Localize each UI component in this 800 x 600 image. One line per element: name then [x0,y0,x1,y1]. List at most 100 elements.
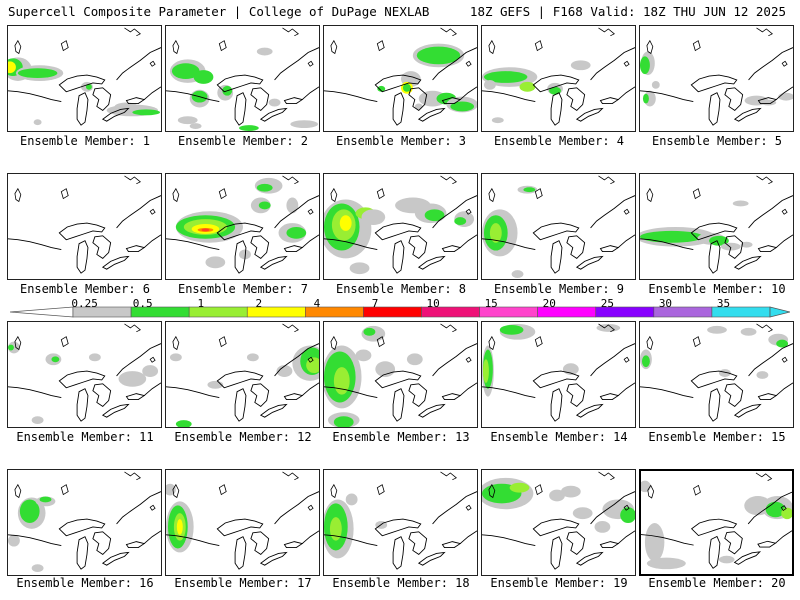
scp-contour-fill [355,349,372,362]
scp-contour-fill [8,61,16,74]
member-label: Ensemble Member: 12 [174,430,312,444]
scp-contour-fill [31,416,44,425]
scp-contour-fill [268,98,281,107]
member-label: Ensemble Member: 3 [335,134,467,148]
ensemble-member-map[interactable] [165,173,320,280]
ensemble-member-map[interactable] [481,173,636,280]
ensemble-member-map[interactable] [639,321,794,428]
member-label: Ensemble Member: 9 [493,282,625,296]
scp-contour-fill [642,93,649,104]
scp-contour-fill [594,521,611,533]
ensemble-member-map[interactable] [323,321,478,428]
scp-contour-fill [361,209,386,226]
scp-contour-fill [377,85,386,92]
scp-contour-fill [776,339,789,348]
colorbar-tick-label: 0.5 [132,297,153,310]
scp-map [324,175,477,275]
scp-contour-fill [256,47,273,56]
ensemble-member-map[interactable] [639,173,794,280]
scp-contour-fill [760,99,777,106]
colorbar-tick-label: 7 [371,297,379,310]
colorbar-tick-label: 1 [197,297,205,310]
member-label: Ensemble Member: 8 [335,282,467,296]
scp-contour-fill [39,496,52,503]
scp-contour-fill [276,365,293,377]
scp-map [482,27,635,126]
member-label: Ensemble Member: 1 [19,134,151,148]
ensemble-member-map[interactable] [481,469,636,576]
scp-contour-fill [345,493,358,506]
scp-contour-fill [781,507,792,520]
scp-contour-fill [720,242,741,251]
great-lakes-basemap [640,175,793,274]
scp-contour-fill [85,83,92,90]
scp-contour-fill [329,517,342,541]
scp-contour-fill [176,519,183,535]
scp-contour-fill [402,83,411,92]
scp-contour-fill [549,489,565,502]
colorbar-tick-label: 2 [255,297,263,310]
scp-contour-fill [8,344,14,351]
ensemble-member-map[interactable] [323,469,478,576]
ensemble-member-map[interactable] [165,321,320,428]
member-label: Ensemble Member: 15 [648,430,786,444]
scp-contour-fill [707,325,727,334]
scp-contour-fill [290,120,319,129]
scp-map [166,27,319,131]
ensemble-member-map[interactable] [165,25,320,132]
great-lakes-basemap [641,472,792,569]
scp-contour-fill [166,483,176,496]
scp-contour-fill [132,109,161,116]
ensemble-member-map[interactable] [323,25,478,132]
ensemble-member-map[interactable] [7,25,162,132]
scp-contour-fill [205,256,226,269]
member-label: Ensemble Member: 14 [490,430,628,444]
scp-contour-fill [454,217,467,226]
scp-map [8,27,161,126]
ensemble-member-map[interactable] [7,469,162,576]
scp-contour-fill [424,209,445,222]
ensemble-member-map[interactable] [7,173,162,280]
member-label: Ensemble Member: 6 [19,282,151,296]
member-label: Ensemble Member: 2 [177,134,309,148]
scp-contour-fill [489,223,502,243]
scp-contour-fill [740,327,757,336]
member-label: Ensemble Member: 19 [490,576,628,590]
valid-time-label: 18Z GEFS | F168 Valid: 18Z THU JUN 12 20… [469,4,786,19]
member-label: Ensemble Member: 17 [174,576,312,590]
colorbar-min-arrow [10,306,74,318]
ensemble-member-map[interactable] [639,25,794,132]
scp-contour-fill [169,353,182,362]
great-lakes-basemap [640,27,793,126]
scp-contour-fill [523,187,536,193]
scp-contour-fill [644,522,665,562]
scp-contour-fill [51,356,60,363]
scp-contour-fill [19,499,40,523]
scp-contour-fill [201,228,210,232]
ensemble-member-map[interactable] [481,25,636,132]
scp-contour-fill [560,485,581,498]
ensemble-member-map[interactable] [323,173,478,280]
ensemble-member-map[interactable] [7,321,162,428]
scp-contour-fill [509,482,530,493]
scp-map [482,323,635,422]
member-label: Ensemble Member: 18 [332,576,470,590]
scp-contour-fill [620,507,635,523]
ensemble-member-map[interactable] [639,469,794,576]
ensemble-member-map[interactable] [481,321,636,428]
scp-contour-fill [416,46,461,65]
colorbar-tick-label: 20 [542,297,556,310]
scp-map [166,175,319,274]
scp-map [8,471,161,573]
scp-contour-fill [450,101,475,112]
scp-contour-fill [511,270,524,279]
scp-map [640,175,793,274]
scp-contour-fill [286,226,307,239]
colorbar-tick-label: 4 [313,297,321,310]
ensemble-member-map[interactable] [165,469,320,576]
scp-map [324,471,477,570]
scp-contour-fill [88,353,101,362]
scp-contour-fill [651,80,660,89]
member-label: Ensemble Member: 16 [16,576,154,590]
scp-contour-fill [142,365,159,377]
